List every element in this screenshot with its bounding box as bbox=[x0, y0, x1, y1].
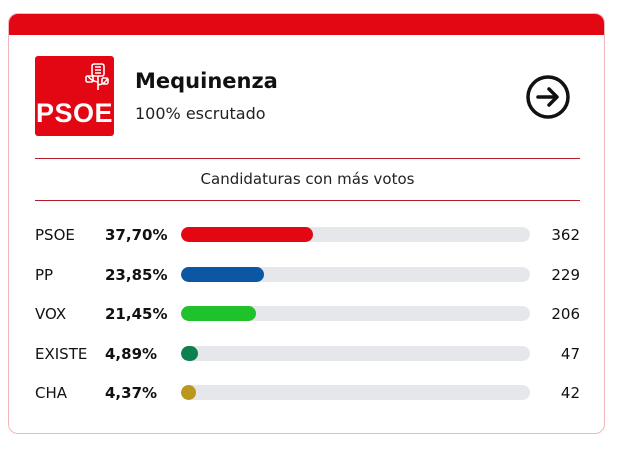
vote-count: 362 bbox=[551, 226, 580, 244]
vote-bar-track bbox=[181, 385, 530, 400]
vote-bar-track bbox=[181, 267, 530, 282]
vote-percentage: 21,45% bbox=[105, 305, 168, 323]
result-row: PP 23,85% 229 bbox=[35, 263, 580, 287]
party-name: CHA bbox=[35, 384, 68, 402]
result-row: EXISTE 4,89% 47 bbox=[35, 342, 580, 366]
vote-bar-fill bbox=[181, 385, 197, 400]
logo-text: PSOE bbox=[35, 98, 114, 128]
divider-bottom bbox=[35, 200, 580, 201]
vote-bar-track bbox=[181, 227, 530, 242]
vote-bar-track bbox=[181, 346, 530, 361]
results-card: PSOE Mequinenza 100% escrutado Candidatu… bbox=[8, 13, 605, 434]
result-row: CHA 4,37% 42 bbox=[35, 381, 580, 405]
vote-bar-fill bbox=[181, 267, 265, 282]
vote-percentage: 4,37% bbox=[105, 384, 158, 402]
vote-count: 206 bbox=[551, 305, 580, 323]
vote-bar-track bbox=[181, 306, 530, 321]
vote-percentage: 4,89% bbox=[105, 345, 158, 363]
section-title: Candidaturas con más votos bbox=[200, 170, 415, 188]
vote-count: 47 bbox=[560, 345, 580, 363]
party-name: EXISTE bbox=[35, 345, 88, 363]
vote-percentage: 23,85% bbox=[105, 266, 168, 284]
card-top-bar bbox=[9, 14, 604, 35]
party-name: VOX bbox=[35, 305, 67, 323]
scrutiny-status: 100% escrutado bbox=[135, 104, 266, 123]
party-name: PSOE bbox=[35, 226, 75, 244]
municipality-name: Mequinenza bbox=[135, 69, 278, 93]
vote-bar-fill bbox=[181, 346, 199, 361]
vote-count: 42 bbox=[560, 384, 580, 402]
arrow-right-circle-icon[interactable] bbox=[525, 74, 571, 120]
result-row: PSOE 37,70% 362 bbox=[35, 223, 580, 247]
divider-top bbox=[35, 158, 580, 159]
vote-percentage: 37,70% bbox=[105, 226, 168, 244]
psoe-logo: PSOE bbox=[35, 56, 114, 136]
party-name: PP bbox=[35, 266, 54, 284]
result-row: VOX 21,45% 206 bbox=[35, 302, 580, 326]
rose-icon bbox=[85, 63, 109, 90]
vote-count: 229 bbox=[551, 266, 580, 284]
vote-bar-fill bbox=[181, 227, 313, 242]
vote-bar-fill bbox=[181, 306, 256, 321]
